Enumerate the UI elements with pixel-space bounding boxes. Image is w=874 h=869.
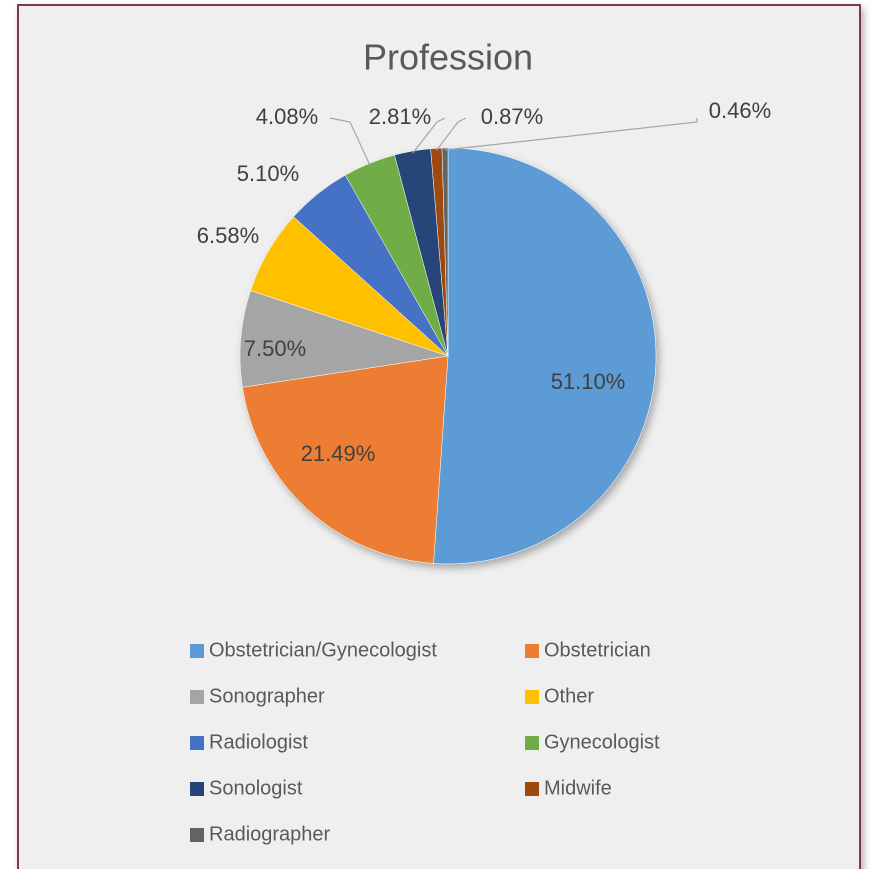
pie-slice [239, 290, 449, 388]
data-label: 0.46% [709, 98, 771, 123]
legend-swatch [525, 690, 539, 704]
data-label: 5.10% [237, 161, 299, 186]
legend-label: Midwife [544, 777, 612, 799]
legend-label: Sonographer [209, 685, 325, 707]
legend-swatch [525, 736, 539, 750]
legend-label: Radiographer [209, 823, 331, 845]
leader-line [412, 117, 446, 154]
legend-label: Other [544, 685, 594, 707]
legend-swatch [190, 736, 204, 750]
legend-swatch [190, 644, 204, 658]
legend-label: Radiologist [209, 731, 308, 753]
legend-swatch [190, 690, 204, 704]
legend-swatch [190, 828, 204, 842]
legend-label: Gynecologist [544, 731, 660, 753]
data-label: 6.58% [197, 223, 259, 248]
legend-label: Obstetrician [544, 639, 651, 661]
data-label: 0.87% [481, 104, 543, 129]
data-label: 7.50% [244, 336, 306, 361]
legend-swatch [525, 782, 539, 796]
leader-line [435, 117, 467, 151]
data-label: 2.81% [369, 104, 431, 129]
legend-swatch [525, 644, 539, 658]
chart-title: Profession [363, 37, 533, 78]
leader-line [444, 118, 698, 151]
data-label: 4.08% [256, 104, 318, 129]
pie-slice [242, 355, 449, 564]
pie-slice [433, 147, 657, 565]
data-label: 21.49% [301, 441, 376, 466]
leader-line [329, 117, 371, 166]
legend-label: Sonologist [209, 777, 303, 799]
pie [239, 147, 657, 565]
legend-swatch [190, 782, 204, 796]
data-label: 51.10% [551, 369, 626, 394]
legend-label: Obstetrician/Gynecologist [209, 639, 437, 661]
pie-slice [441, 147, 449, 357]
